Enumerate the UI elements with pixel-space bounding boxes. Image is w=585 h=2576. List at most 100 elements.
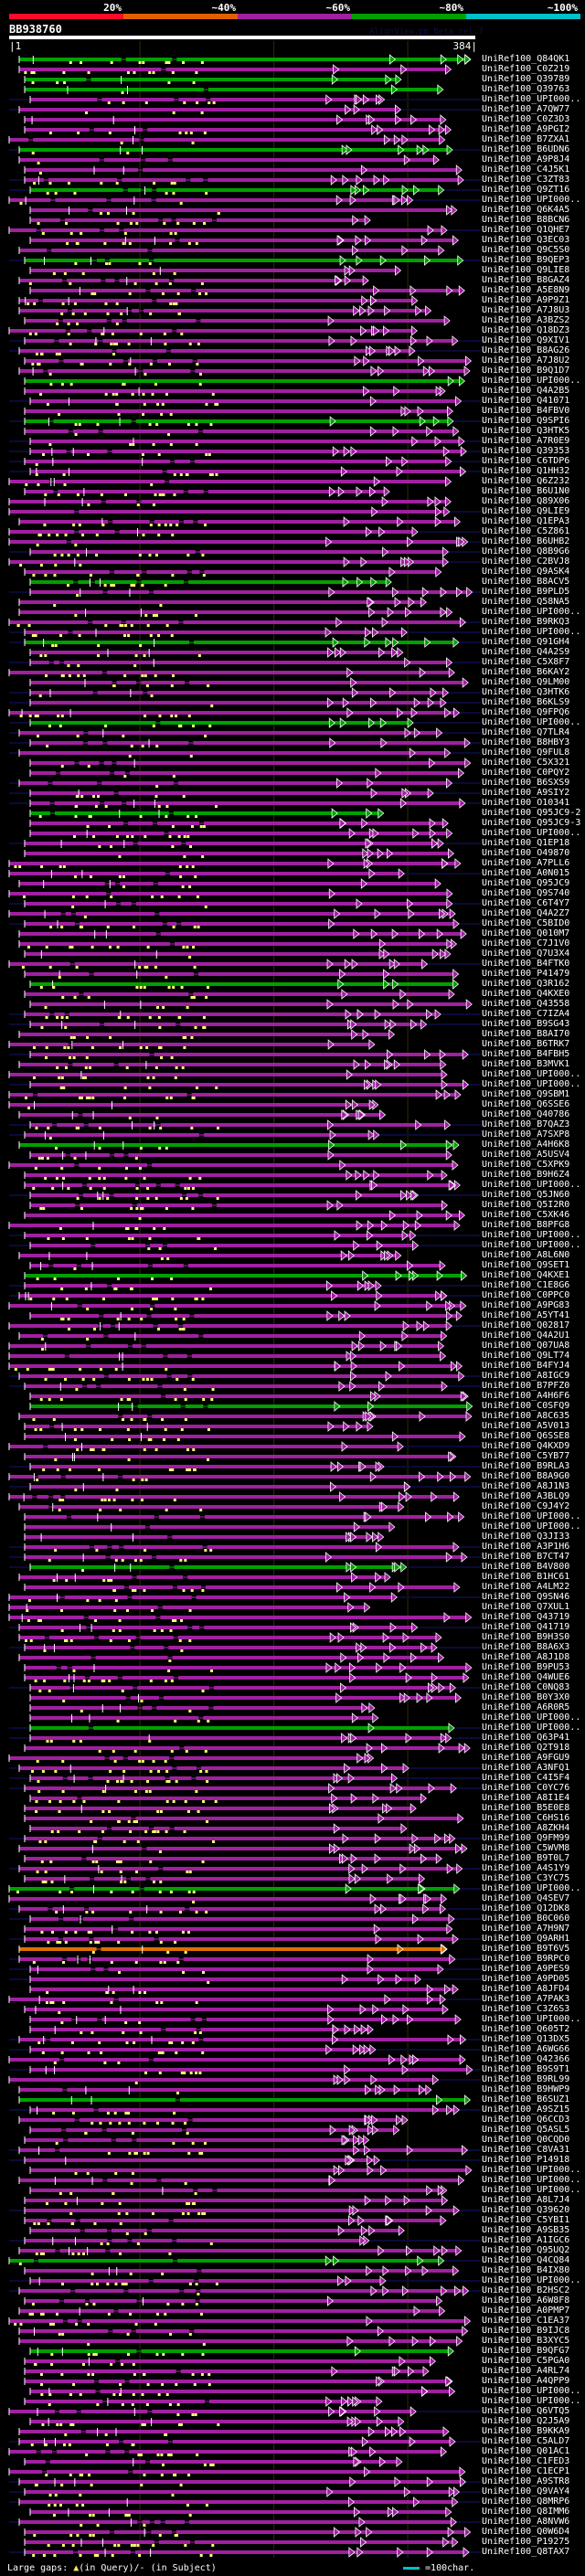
hit-label[interactable]: UniRef100_Q40786 [482, 1109, 570, 1119]
hit-label[interactable]: UniRef100_UPI000.. [482, 376, 581, 386]
hit-label[interactable]: UniRef100_Q95JC9-2 [482, 808, 581, 818]
hit-label[interactable]: UniRef100_Q43719 [482, 1612, 570, 1622]
hit-label[interactable]: UniRef100_C0PQY2 [482, 768, 570, 778]
hit-label[interactable]: UniRef100_A6R0R5 [482, 1702, 570, 1712]
hit-label[interactable]: UniRef100_A1IGC6 [482, 2235, 570, 2245]
hit-label[interactable]: UniRef100_C1ECP1 [482, 2466, 570, 2476]
hit-label[interactable]: UniRef100_UPI000.. [482, 2386, 581, 2396]
hit-label[interactable]: UniRef100_B6SXS9 [482, 778, 570, 788]
hit-label[interactable]: UniRef100_A7R0E9 [482, 436, 570, 446]
hit-label[interactable]: UniRef100_UPI000.. [482, 607, 581, 617]
hit-label[interactable]: UniRef100_Q4WUE6 [482, 1672, 570, 1682]
hit-label[interactable]: UniRef100_Q7XUL1 [482, 1602, 570, 1612]
hit-label[interactable]: UniRef100_Q4A2Z7 [482, 908, 570, 918]
hit-label[interactable]: UniRef100_UPI000.. [482, 2185, 581, 2195]
hit-label[interactable]: UniRef100_A3BZS2 [482, 315, 570, 325]
hit-label[interactable]: UniRef100_B8AI70 [482, 1029, 570, 1039]
hit-label[interactable]: UniRef100_B9T6V5 [482, 1944, 570, 1954]
hit-label[interactable]: UniRef100_B2HSC2 [482, 2285, 570, 2295]
hit-label[interactable]: UniRef100_C1FED3 [482, 2456, 570, 2466]
hit-label[interactable]: UniRef100_C6TDP6 [482, 456, 570, 466]
hit-label[interactable]: UniRef100_B6TRK7 [482, 1039, 570, 1049]
hit-label[interactable]: UniRef100_UPI000.. [482, 1240, 581, 1250]
hit-label[interactable]: UniRef100_Q3HTK6 [482, 687, 570, 697]
hit-label[interactable]: UniRef100_C6T4Y7 [482, 898, 570, 908]
hit-label[interactable]: UniRef100_B3MVK1 [482, 1059, 570, 1069]
hit-label[interactable]: UniRef100_Q6VTQ5 [482, 2406, 570, 2416]
hit-label[interactable]: UniRef100_Q9S740 [482, 888, 570, 898]
hit-label[interactable]: UniRef100_B5E0E8 [482, 1803, 570, 1813]
hit-label[interactable]: UniRef100_A8ZKH4 [482, 1823, 570, 1833]
hit-label[interactable]: UniRef100_B9RLA3 [482, 1461, 570, 1471]
hit-label[interactable]: UniRef100_Q12DK8 [482, 1903, 570, 1913]
hit-label[interactable]: UniRef100_Q9ZT16 [482, 185, 570, 195]
hit-label[interactable]: UniRef100_UPI000.. [482, 1521, 581, 1532]
hit-label[interactable]: UniRef100_Q9FM99 [482, 1833, 570, 1843]
hit-label[interactable]: UniRef100_UPI000.. [482, 2396, 581, 2406]
hit-label[interactable]: UniRef100_Q6SSE8 [482, 1431, 570, 1441]
hit-label[interactable]: UniRef100_Q7TLR4 [482, 727, 570, 737]
hit-label[interactable]: UniRef100_B7QAZ3 [482, 1119, 570, 1129]
hit-label[interactable]: UniRef100_UPI000.. [482, 1511, 581, 1521]
hit-label[interactable]: UniRef100_C4J5K1 [482, 164, 570, 175]
hit-label[interactable]: UniRef100_A7J8U3 [482, 305, 570, 315]
hit-label[interactable]: UniRef100_Q39353 [482, 446, 570, 456]
hit-label[interactable]: UniRef100_P19275 [482, 2537, 570, 2547]
hit-label[interactable]: UniRef100_B8PFG8 [482, 1220, 570, 1230]
hit-label[interactable]: UniRef100_C5XK46 [482, 1210, 570, 1220]
hit-label[interactable]: UniRef100_B8AG26 [482, 345, 570, 355]
hit-label[interactable]: UniRef100_Q63P41 [482, 1733, 570, 1743]
hit-label[interactable]: UniRef100_C7IZA4 [482, 1009, 570, 1019]
hit-label[interactable]: UniRef100_Q2J5A9 [482, 2416, 570, 2426]
hit-label[interactable]: UniRef100_Q39789 [482, 74, 570, 84]
hit-label[interactable]: UniRef100_B9PLD5 [482, 587, 570, 597]
hit-label[interactable]: UniRef100_B9RKQ3 [482, 617, 570, 627]
hit-label[interactable]: UniRef100_B4FYJ4 [482, 1361, 570, 1371]
hit-label[interactable]: UniRef100_A9PD05 [482, 1974, 570, 1984]
hit-label[interactable]: UniRef100_C3ZT83 [482, 175, 570, 185]
hit-label[interactable]: UniRef100_B6UDN6 [482, 144, 570, 154]
hit-label[interactable]: UniRef100_A7J8U2 [482, 355, 570, 366]
hit-label[interactable]: UniRef100_C0Z3D3 [482, 114, 570, 124]
hit-label[interactable]: UniRef100_C5WVM8 [482, 1843, 570, 1853]
hit-label[interactable]: UniRef100_C3Z6S3 [482, 2004, 570, 2014]
hit-label[interactable]: UniRef100_Q605T2 [482, 2024, 570, 2034]
hit-label[interactable]: UniRef100_A8I1E4 [482, 1793, 570, 1803]
hit-label[interactable]: UniRef100_A5USV4 [482, 1150, 570, 1160]
hit-label[interactable]: UniRef100_C5ALD7 [482, 2436, 570, 2446]
hit-label[interactable]: UniRef100_UPI000.. [482, 2175, 581, 2185]
hit-label[interactable]: UniRef100_Q4KXD9 [482, 1441, 570, 1451]
hit-label[interactable]: UniRef100_Q6SSE6 [482, 1099, 570, 1109]
hit-label[interactable]: UniRef100_Q84QK1 [482, 54, 570, 64]
hit-label[interactable]: UniRef100_B9RL99 [482, 2074, 570, 2084]
hit-label[interactable]: UniRef100_C5BID0 [482, 918, 570, 928]
hit-label[interactable]: UniRef100_C0PPC0 [482, 1290, 570, 1300]
hit-label[interactable]: UniRef100_Q3EC03 [482, 235, 570, 245]
hit-label[interactable]: UniRef100_A6W8F8 [482, 2295, 570, 2306]
hit-label[interactable]: UniRef100_Q1HH32 [482, 466, 570, 476]
hit-label[interactable]: UniRef100_C8VA31 [482, 2145, 570, 2155]
hit-label[interactable]: UniRef100_Q9SBM1 [482, 1089, 570, 1099]
hit-label[interactable]: UniRef100_C5X321 [482, 758, 570, 768]
hit-label[interactable]: UniRef100_UPI000.. [482, 1079, 581, 1089]
hit-label[interactable]: UniRef100_B6SUZ1 [482, 2094, 570, 2104]
hit-label[interactable]: UniRef100_B0Y3X0 [482, 1692, 570, 1702]
hit-label[interactable]: UniRef100_B1HC61 [482, 1572, 570, 1582]
hit-label[interactable]: UniRef100_A4QPP9 [482, 2376, 570, 2386]
hit-label[interactable]: UniRef100_C0YC76 [482, 1783, 570, 1793]
hit-label[interactable]: UniRef100_B7ZXA1 [482, 134, 570, 144]
hit-label[interactable]: UniRef100_A9PES9 [482, 1964, 570, 1974]
hit-label[interactable]: UniRef100_B9IJC8 [482, 2326, 570, 2336]
hit-label[interactable]: UniRef100_B8A9G0 [482, 1471, 570, 1481]
hit-label[interactable]: UniRef100_B9T0L7 [482, 1853, 570, 1863]
hit-label[interactable]: UniRef100_Q1EP18 [482, 838, 570, 848]
hit-label[interactable]: UniRef100_Q4SEV7 [482, 1893, 570, 1903]
hit-label[interactable]: UniRef100_UPI000.. [482, 94, 581, 104]
hit-label[interactable]: UniRef100_B4FBH5 [482, 1049, 570, 1059]
hit-label[interactable]: UniRef100_B9HWP9 [482, 2084, 570, 2094]
hit-label[interactable]: UniRef100_B9H3S0 [482, 1632, 570, 1642]
hit-label[interactable]: UniRef100_A4S1Y9 [482, 1863, 570, 1873]
hit-label[interactable]: UniRef100_Q6K4A5 [482, 205, 570, 215]
hit-label[interactable]: UniRef100_UPI000.. [482, 1723, 581, 1733]
hit-label[interactable]: UniRef100_B6UHB2 [482, 536, 570, 546]
